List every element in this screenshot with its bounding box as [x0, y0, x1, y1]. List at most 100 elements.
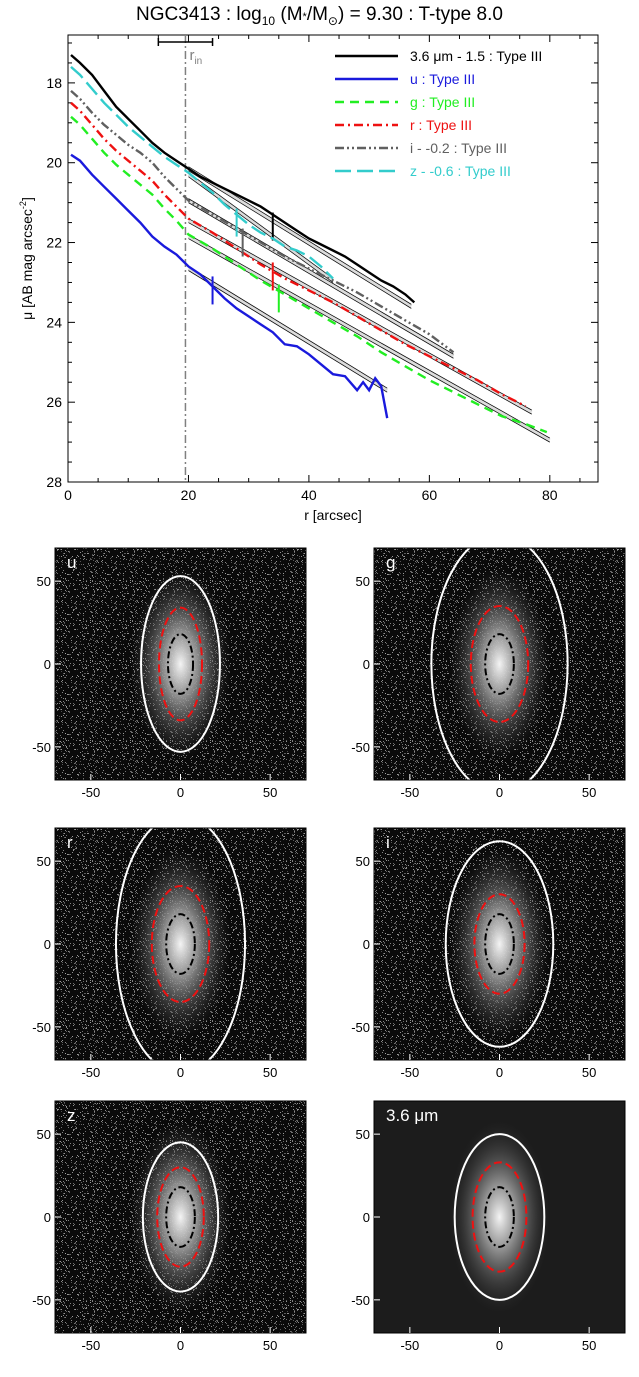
title-text: (M [275, 4, 303, 25]
y-tick-label: 50 [356, 1127, 370, 1142]
x-tick-label: -50 [81, 1338, 100, 1353]
x-tick-label: 20 [181, 487, 197, 503]
x-tick-label: 0 [177, 785, 184, 800]
title-sun-symbol: ⊙ [327, 13, 338, 28]
galaxy [449, 847, 550, 1041]
galaxy [449, 567, 550, 761]
x-axis-label: r [arcsec] [304, 507, 362, 523]
title-log-base: 10 [261, 13, 276, 28]
y-tick-label: 50 [356, 574, 370, 589]
middle-ellipse [157, 606, 204, 722]
chart-title: NGC3413 : log10 (M*/M⊙) = 9.30 : T-type … [0, 4, 639, 28]
image-panel-1: g -50 -50 0 0 50 50 [351, 547, 626, 800]
fit-line-g [188, 234, 551, 439]
y-tick-label: 28 [46, 474, 62, 490]
y-tick-label: 22 [46, 235, 62, 251]
x-tick-label: 50 [582, 1338, 596, 1353]
galaxy [130, 1120, 231, 1314]
image-panel-0: u -50 -50 0 0 50 50 [32, 547, 307, 800]
fit-line-z [188, 172, 334, 279]
profile-r [70, 101, 527, 408]
panel-image [55, 1101, 306, 1333]
x-tick-label: 80 [542, 487, 558, 503]
panel-image [55, 828, 306, 1060]
inner-ellipse [484, 633, 515, 695]
panel-label: i [386, 833, 390, 852]
profile-3.6um [70, 54, 416, 304]
fit-band-u [187, 267, 388, 392]
x-tick-label: -50 [81, 785, 100, 800]
legend-label-i: i - -0.2 : Type III [410, 140, 507, 156]
fit-band-g [187, 235, 551, 442]
x-tick-label: 40 [301, 487, 317, 503]
x-tick-label: 50 [263, 785, 277, 800]
x-tick-label: 0 [64, 487, 72, 503]
panel-label: r [67, 833, 73, 852]
image-panel-5: 3.6 μm -50 -50 0 0 50 50 [351, 1100, 626, 1353]
inner-ellipse [166, 633, 195, 695]
x-tick-label: -50 [81, 1065, 100, 1080]
y-tick-label: 26 [46, 394, 62, 410]
panel-label: g [386, 553, 395, 572]
y-tick-label: 24 [46, 314, 62, 330]
fit-band-i [187, 199, 455, 358]
outer-ellipse [430, 548, 569, 780]
y-tick-label: -50 [351, 1020, 370, 1035]
panel-label: u [67, 553, 76, 572]
y-tick-label: 0 [363, 1210, 370, 1225]
y-axis-label: μ [AB mag arcsec-2] [18, 197, 35, 320]
legend-label-u: u : Type III [410, 71, 475, 87]
y-tick-label: 0 [363, 937, 370, 952]
y-tick-label: 0 [44, 1210, 51, 1225]
inner-ellipse [165, 1186, 196, 1248]
middle-ellipse [150, 885, 211, 1003]
x-tick-label: 60 [422, 487, 438, 503]
fit-line-g [188, 238, 551, 443]
fit-line-i [188, 198, 454, 355]
outer-ellipse [444, 840, 555, 1048]
y-axis-label-sup: -2 [18, 201, 28, 209]
x-tick-label: -50 [400, 785, 419, 800]
y-tick-label: 50 [37, 854, 51, 869]
x-tick-label: 50 [582, 785, 596, 800]
x-tick-label: -50 [400, 1338, 419, 1353]
y-tick-label: -50 [351, 1293, 370, 1308]
galaxy [130, 567, 231, 761]
x-tick-label: 0 [496, 1065, 503, 1080]
r-in-label-main: r [189, 47, 194, 64]
y-tick-label: 20 [46, 155, 62, 171]
y-tick-label: 0 [44, 657, 51, 672]
y-tick-label: 50 [37, 574, 51, 589]
fit-band-3.6um [187, 167, 413, 308]
legend-label-r: r : Type III [410, 117, 472, 133]
outer-ellipse [141, 1141, 220, 1293]
panel-image [374, 548, 625, 780]
panel-image [374, 828, 625, 1060]
panel-image [374, 1101, 625, 1333]
panel-label: z [67, 1106, 76, 1125]
panel-image [55, 548, 306, 780]
galaxy [449, 1120, 550, 1314]
middle-ellipse [469, 605, 530, 723]
fit-band-r [187, 219, 533, 414]
fit-line-u [188, 266, 388, 389]
middle-ellipse [471, 1161, 528, 1273]
middle-ellipse [473, 893, 526, 995]
y-tick-label: -50 [32, 740, 51, 755]
outer-ellipse [114, 828, 247, 1060]
image-panel-3: i -50 -50 0 0 50 50 [351, 827, 626, 1080]
y-tick-label: -50 [351, 740, 370, 755]
x-tick-label: 0 [496, 785, 503, 800]
title-text: /M [306, 4, 328, 25]
y-tick-label: -50 [32, 1293, 51, 1308]
y-tick-label: 50 [356, 854, 370, 869]
middle-ellipse [156, 1166, 205, 1268]
r-in-label: rin [189, 47, 202, 67]
x-tick-label: 0 [496, 1338, 503, 1353]
image-panel-2: r -50 -50 0 0 50 50 [32, 827, 307, 1080]
title-text: * [302, 11, 307, 23]
panel-label: 3.6 μm [386, 1106, 438, 1125]
galaxy [130, 847, 231, 1041]
x-tick-label: 0 [177, 1338, 184, 1353]
inner-ellipse [165, 913, 196, 975]
